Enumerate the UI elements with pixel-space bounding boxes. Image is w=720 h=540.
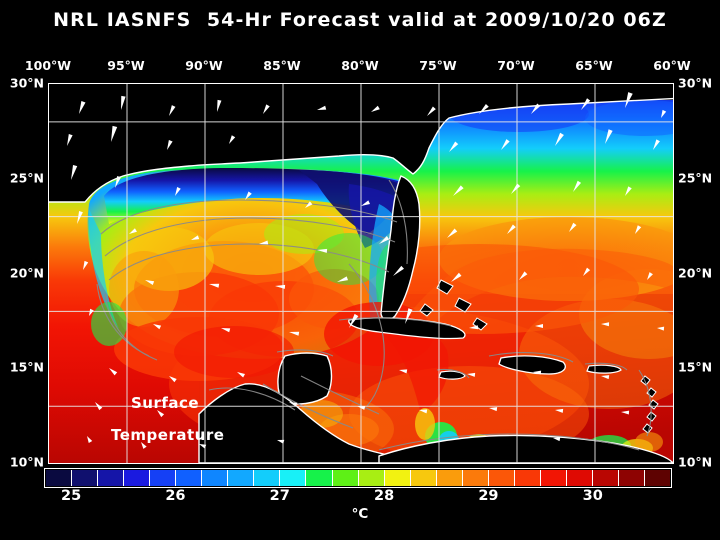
lat-tick-label-left: 30°N [9,75,44,91]
colorbar-cell [358,470,385,486]
longitude-axis-top: 100°W 95°W 90°W 85°W 80°W 75°W 70°W 65°W 60°W [0,58,720,74]
colorbar-tick-labels: 25 26 27 28 29 30 [0,488,720,506]
colorbar-tick: 30 [582,488,603,504]
colorbar-cell [280,470,307,486]
colorbar-cell [384,470,411,486]
lat-tick-label-right: 10°N [678,454,713,470]
colorbar-cell [488,470,515,486]
colorbar-cell [436,470,463,486]
lat-tick-label-right: 25°N [678,170,713,186]
page-title: NRL IASNFS 54-Hr Forecast valid at 2009/… [53,9,667,31]
colorbar-cell [462,470,489,486]
lat-tick-label-left: 15°N [9,359,44,375]
colorbar-cell [254,470,281,486]
lat-tick-label-right: 30°N [678,75,713,91]
lon-tick-label: 100°W [24,58,72,73]
colorbar-cell [645,470,671,486]
colorbar-tick: 27 [269,488,290,504]
colorbar-cell [202,470,229,486]
current-vector-overlay [67,92,667,449]
lat-tick-label-left: 25°N [9,170,44,186]
colorbar-cell [124,470,151,486]
lon-tick-label: 80°W [341,58,379,73]
lat-tick-label-left: 20°N [9,265,44,280]
colorbar-cell [72,470,99,486]
lon-tick-label: 90°W [185,58,223,73]
colorbar-cell [176,470,203,486]
colorbar-cell [46,470,73,486]
lon-tick-label: 70°W [497,58,535,73]
lon-tick-label: 85°W [263,58,301,73]
colorbar-cell [410,470,437,486]
colorbar-cell [566,470,593,486]
lat-tick-label-right: 20°N [678,265,713,280]
colorbar-cell [514,470,541,486]
lat-tick-label-left: 10°N [9,454,44,470]
colorbar-cell [332,470,359,486]
lon-tick-label: 65°W [575,58,613,73]
map-plot-area[interactable]: Surface Temperature [48,83,674,464]
colorbar-tick: 28 [373,488,395,504]
colorbar[interactable] [44,468,672,488]
colorbar-cell [306,470,333,486]
lon-tick-label: 60°W [653,58,691,73]
colorbar-tick: 29 [478,488,499,504]
colorbar-cell [540,470,567,486]
colorbar-cell [228,470,255,486]
map-canvas: Surface Temperature [49,84,673,463]
lon-tick-label: 75°W [419,58,457,73]
lat-tick-label-right: 15°N [678,359,713,375]
lat-lon-grid [49,84,673,463]
colorbar-cell [592,470,620,486]
colorbar-cell [98,470,125,486]
colorbar-tick: 26 [165,488,186,504]
colorbar-cell [150,470,177,486]
lon-tick-label: 95°W [107,58,145,73]
colorbar-unit-label: °C [351,506,369,522]
colorbar-cell [619,470,646,486]
colorbar-tick: 25 [60,488,82,504]
